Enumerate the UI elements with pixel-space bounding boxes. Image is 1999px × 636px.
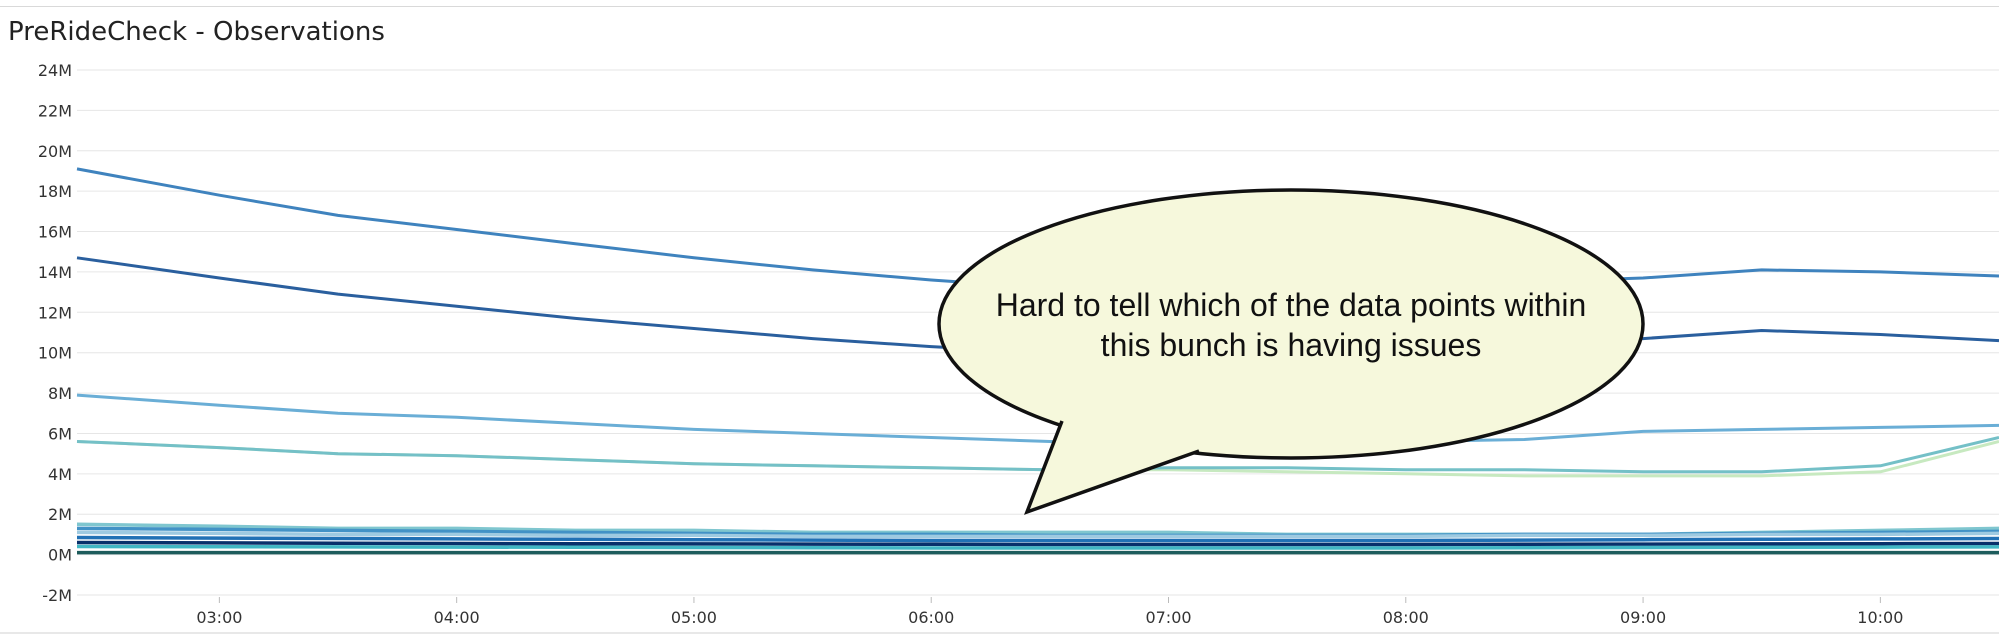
y-tick-label: 20M [38,142,72,161]
callout-tail-outline [1024,420,1200,515]
y-tick-label: 12M [38,303,72,322]
x-tick-label: 06:00 [908,608,954,627]
callout-text-line2: this bunch is having issues [1101,327,1482,363]
y-tick-label: 24M [38,61,72,80]
series-lines [76,167,1999,555]
x-tick-label: 10:00 [1857,608,1903,627]
x-tick-label: 08:00 [1383,608,1429,627]
x-tick-label: 07:00 [1145,608,1191,627]
y-tick-label: 14M [38,263,72,282]
y-axis-ticks: -2M 0M 2M 4M 6M 8M 10M 12M 14M 16M 18M 20M 22M 24M [38,61,72,605]
y-tick-label: 18M [38,182,72,201]
y-tick-label: 8M [48,384,72,403]
x-axis-ticks: 03:00 04:00 05:00 06:00 07:00 08:00 09:00 10:00 [196,597,1903,627]
top-divider [0,6,1999,7]
series-line-3[interactable] [76,393,1999,446]
x-tick-label: 04:00 [434,608,480,627]
y-tick-label: 16M [38,223,72,242]
y-tick-label: -2M [42,586,72,605]
series-line-10[interactable] [76,540,1999,547]
annotation-callout: Hard to tell which of the data points wi… [937,188,1645,515]
y-tick-label: 0M [48,546,72,565]
x-tick-label: 05:00 [671,608,717,627]
callout-tail [1027,421,1199,512]
x-tick-label: 03:00 [196,608,242,627]
x-tick-label: 09:00 [1620,608,1666,627]
series-line-5[interactable] [76,436,1999,474]
y-tick-label: 10M [38,344,72,363]
callout-text-line1: Hard to tell which of the data points wi… [996,287,1587,323]
y-tick-label: 22M [38,101,72,120]
callout-bubble [937,188,1645,460]
series-line-8[interactable] [76,530,1999,539]
series-line-9[interactable] [76,535,1999,543]
series-line-11[interactable] [76,544,1999,550]
y-tick-label: 4M [48,465,72,484]
panel-title: PreRideCheck - Observations [8,17,385,47]
y-tick-label: 6M [48,424,72,443]
y-tick-label: 2M [48,505,72,524]
